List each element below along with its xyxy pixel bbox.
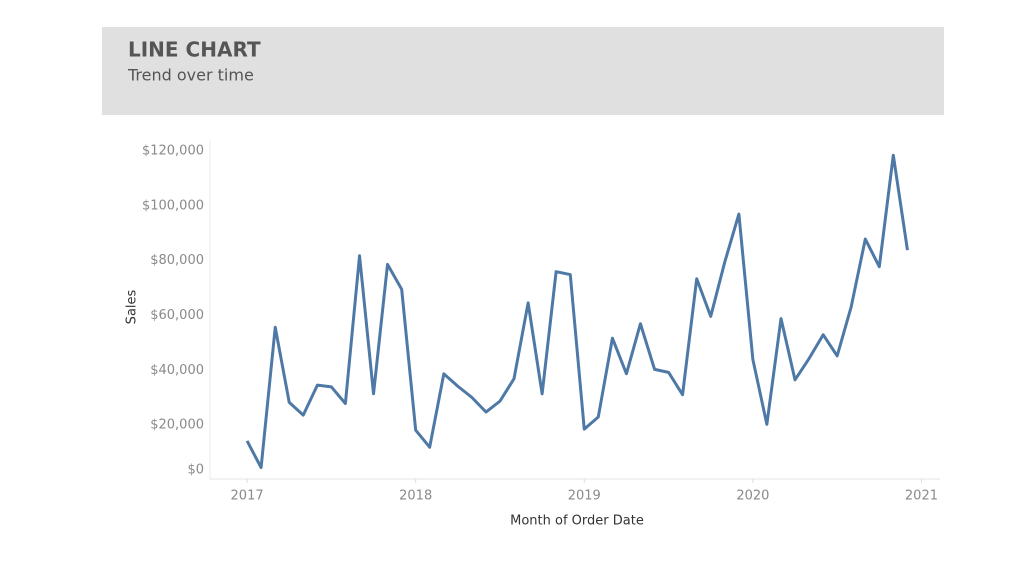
chart-title: LINE CHART: [128, 38, 261, 62]
y-tick-label: $100,000: [142, 198, 204, 213]
x-tick-label: 2019: [568, 489, 601, 504]
x-tick-label: 2020: [736, 489, 769, 504]
x-tick-label: 2017: [231, 489, 264, 504]
y-tick-label: $120,000: [142, 143, 204, 158]
header-panel: [102, 27, 944, 115]
chart-subtitle: Trend over time: [127, 66, 254, 85]
x-tick-label: 2018: [399, 489, 432, 504]
sales-line: [245, 153, 909, 470]
y-tick-label: $0: [187, 463, 204, 478]
y-tick-label: $20,000: [150, 418, 204, 433]
x-tick-label: 2021: [905, 489, 938, 504]
y-tick-label: $40,000: [150, 363, 204, 378]
y-axis-label: Sales: [125, 289, 140, 324]
x-axis-label: Month of Order Date: [510, 514, 644, 529]
y-tick-label: $80,000: [150, 253, 204, 268]
y-tick-label: $60,000: [150, 308, 204, 323]
